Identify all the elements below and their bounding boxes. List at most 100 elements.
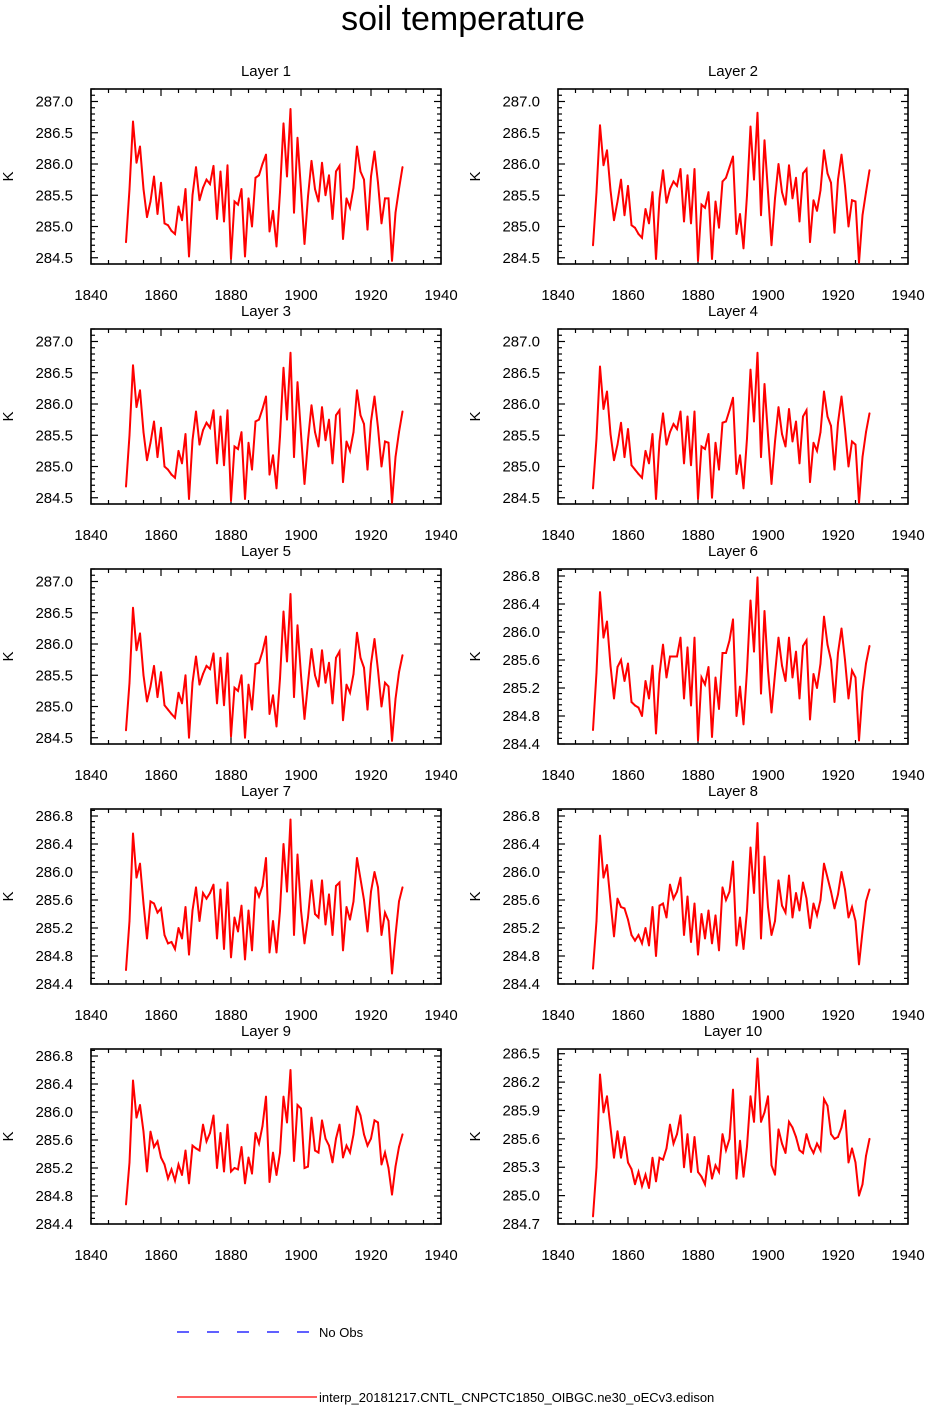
data-point [184,906,187,908]
x-tick-label: 1880 [681,767,714,784]
data-point [599,124,601,127]
data-point [195,886,197,889]
data-point [620,421,622,424]
data-point [391,501,393,504]
data-point [135,406,138,409]
data-point [345,440,348,443]
data-point [616,1130,619,1133]
y-tick-label: 284.8 [502,948,540,965]
panel-frame [557,1048,909,1225]
y-tick-label: 286.5 [35,125,73,142]
data-point [191,681,194,684]
x-tick-label: 1840 [74,1247,107,1264]
data-point [865,431,867,434]
data-point [823,615,825,618]
y-tick-label: 286.0 [502,156,540,173]
data-point [237,448,239,450]
data-point [209,668,211,670]
data-point [205,1140,208,1143]
data-point [665,443,668,446]
data-point [749,599,752,602]
data-point [359,170,362,173]
y-tick-label: 285.5 [502,187,540,204]
data-point [753,650,755,653]
data-point [282,366,285,369]
data-point [672,655,675,658]
data-point [352,186,355,189]
x-tick-label: 1900 [751,287,784,304]
data-point [373,1119,376,1122]
data-point [683,220,685,223]
y-tick-label: 284.5 [35,250,73,267]
data-point [398,188,400,190]
data-point [679,876,682,879]
data-point [377,426,379,429]
data-point [623,456,626,459]
data-point [679,636,682,639]
data-point [676,184,678,187]
y-tick-label: 286.8 [35,808,73,825]
data-point [317,916,320,919]
y-tick-label: 286.4 [502,596,540,613]
data-point [704,206,706,209]
data-point [840,871,843,873]
data-point [135,649,138,652]
data-point [314,431,316,434]
panel-layer-3: Layer 3 K 1840 1860 1880 1900 1920 1940 284.5 285… [0,303,458,544]
data-point [366,708,369,711]
data-point [700,1175,703,1178]
data-point [363,423,365,425]
data-point [861,214,864,217]
x-tick-label: 1840 [541,287,574,304]
data-point [279,435,281,438]
x-tick-label: 1940 [891,1247,924,1264]
data-point [676,428,678,430]
data-point [401,886,404,889]
data-point [756,351,759,354]
data-point [728,1137,731,1140]
panel-layer-4: Layer 4 K 1840 1860 1880 1900 1920 1940 284.5 285… [467,303,925,544]
data-point [286,1121,288,1124]
data-point [177,449,180,452]
data-point [760,937,762,940]
data-point [352,900,355,903]
data-point [620,906,622,908]
data-point [861,930,864,933]
data-point [784,203,787,206]
data-point [746,437,748,440]
x-tick-label: 1860 [611,1247,644,1264]
data-point [795,892,797,894]
y-tick-label: 285.6 [502,892,540,909]
data-point [851,440,853,443]
data-point [623,214,626,217]
data-point [342,238,344,240]
y-axis-label: K [467,651,484,661]
data-point [240,904,243,907]
data-point [303,1167,306,1169]
data-point [125,1203,127,1206]
data-point [721,180,724,183]
data-point [840,395,843,398]
data-point [819,431,822,434]
data-point [714,200,717,203]
data-point [258,895,260,898]
data-point [616,666,619,668]
data-point [356,389,358,392]
data-point [826,172,829,175]
data-point [802,1152,804,1155]
data-point [398,1146,400,1148]
y-axis-label: K [0,171,17,181]
data-point [718,1170,720,1173]
data-point [739,685,741,688]
data-point [714,441,717,444]
data-point [387,441,390,444]
data-point [711,496,713,499]
data-point [609,433,612,435]
data-point [167,1177,169,1180]
data-point [837,652,839,654]
y-axis-label: K [467,891,484,901]
x-tick-label: 1900 [751,1007,784,1024]
data-point [823,390,825,393]
data-point [160,671,162,674]
data-point [756,576,759,579]
